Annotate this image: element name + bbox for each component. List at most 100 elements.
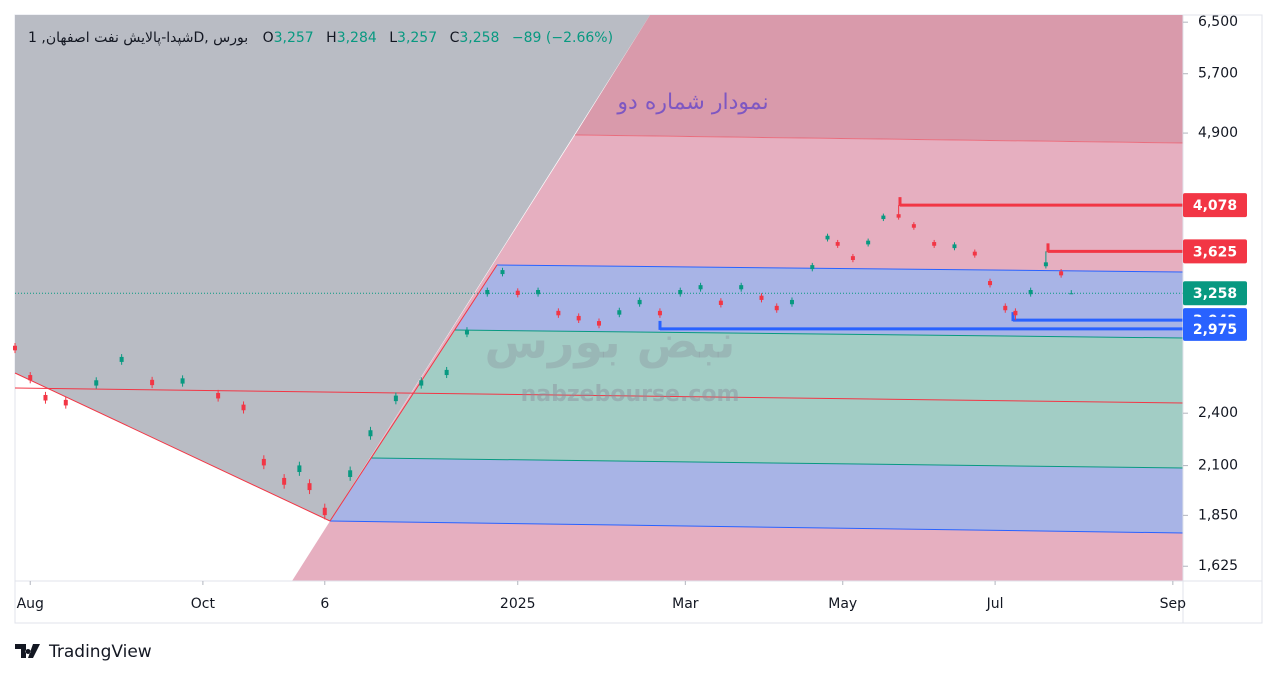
candle-body: [1013, 310, 1018, 316]
candle-body: [866, 240, 871, 245]
price-tag: 3,625: [1183, 239, 1247, 264]
candle-body: [698, 285, 703, 290]
y-tick-label: 2,100: [1198, 458, 1238, 474]
channel-line: [496, 264, 1184, 273]
candle-body: [28, 375, 33, 381]
candle-body: [718, 300, 723, 305]
header: شپدا-پالایش نفت اصفهان, 1D, بورس O3,257 …: [28, 30, 613, 46]
y-tick-label: 6,500: [1198, 14, 1238, 30]
candle-body: [94, 380, 99, 386]
blue-channel-bottom: [330, 458, 1183, 533]
fan-line: [574, 134, 1184, 144]
x-tick-label: Sep: [1160, 596, 1187, 612]
candle-body: [1059, 271, 1064, 276]
ohlc-value: 3,257: [397, 30, 437, 46]
ohlc-label: H: [326, 30, 337, 46]
blue-channel-top: [455, 265, 1183, 338]
channel-line: [454, 329, 1184, 339]
candle-body: [597, 321, 601, 326]
price-tag-label: 3,625: [1193, 244, 1237, 260]
median-line: [14, 387, 1184, 404]
handle-line: [329, 264, 498, 522]
candle-body: [810, 265, 815, 270]
candle-body: [759, 295, 764, 300]
candle-body: [282, 477, 287, 485]
ohlc-label: L: [389, 30, 397, 46]
candle-body: [952, 244, 957, 249]
x-tick-label: Aug: [17, 596, 44, 612]
price-tag: 2,975: [1183, 316, 1247, 341]
x-tick-label: May: [828, 596, 857, 612]
candle-body: [1003, 305, 1008, 311]
candle-body: [13, 345, 17, 351]
candle-body: [43, 394, 48, 401]
ohlc-value: 3,258: [459, 30, 499, 46]
candles: [13, 205, 1074, 520]
candle-body: [464, 329, 469, 335]
y-tick-label: 4,900: [1198, 125, 1238, 141]
candle-body: [789, 299, 794, 305]
candle-body: [500, 270, 505, 275]
watermark: nabzebourse.com: [521, 382, 740, 407]
candle-body: [739, 285, 744, 290]
candle-body: [536, 290, 541, 295]
y-tick-label: 2,400: [1198, 405, 1238, 421]
ohlc-label: C: [450, 30, 460, 46]
candle-body: [150, 379, 155, 386]
candle-body: [911, 224, 916, 228]
price-tag-box: [1183, 239, 1247, 264]
price-tag-box: [1183, 193, 1247, 218]
candle-body: [881, 215, 886, 220]
candle-body: [119, 356, 124, 362]
candle-body: [972, 251, 977, 256]
candle-body: [393, 395, 398, 402]
price-tag-label: 4,078: [1193, 198, 1237, 214]
candle-body: [657, 310, 662, 316]
watermark-logo: نبض بورس: [485, 315, 736, 369]
gray-zone: [15, 15, 650, 521]
candle-body: [297, 465, 302, 473]
annotation: نمودار شماره دو: [616, 90, 768, 115]
candle-body: [576, 315, 581, 321]
candle-body: [368, 430, 373, 437]
candle-body: [932, 242, 937, 246]
y-tick-label: 1,850: [1198, 507, 1238, 523]
candle-body: [774, 305, 779, 311]
candle-body: [1069, 293, 1074, 295]
channel-line: [370, 457, 1184, 469]
handle-line: [14, 372, 331, 522]
ohlc-label: O: [263, 30, 274, 46]
candle-body: [261, 458, 266, 466]
y-tick-label: 1,625: [1198, 558, 1238, 574]
candle-body: [63, 399, 68, 406]
x-tick-label: Oct: [191, 596, 216, 612]
candle-body: [637, 299, 642, 305]
candle-body: [1028, 290, 1033, 295]
drawings: [14, 15, 1184, 581]
candle-body: [216, 392, 221, 399]
candle-body: [835, 242, 840, 246]
candle-body: [1043, 262, 1048, 267]
levels: [15, 197, 1183, 331]
price-tag-box: [1183, 316, 1247, 341]
footer-logo: [15, 644, 40, 658]
candle-body: [348, 470, 353, 477]
candle-body: [617, 310, 622, 315]
candle-body: [850, 256, 855, 260]
candle-body: [180, 378, 185, 384]
candle-body: [556, 310, 561, 316]
candle-body: [419, 380, 424, 386]
candle-body: [241, 404, 246, 411]
x-tick-label: Jul: [986, 596, 1004, 612]
x-tick-label: 6: [320, 596, 329, 612]
candle-body: [307, 483, 312, 491]
ohlc-value: 3,284: [337, 30, 377, 46]
candle-body: [825, 235, 830, 240]
pink-zone-top: [575, 15, 1183, 143]
candle-body: [896, 214, 901, 218]
candle-body: [515, 290, 520, 295]
x-tick-label: Mar: [672, 596, 699, 612]
ohlc-value: 3,257: [274, 30, 314, 46]
